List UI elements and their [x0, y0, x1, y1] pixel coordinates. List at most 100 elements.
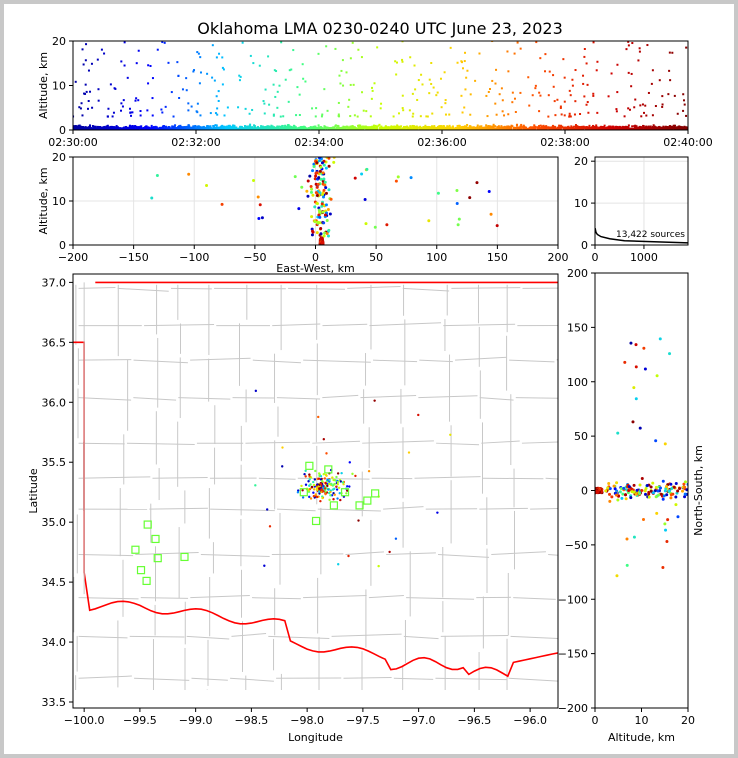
source-point — [381, 126, 384, 129]
source-point — [139, 127, 142, 130]
source-point — [87, 100, 90, 103]
source-point — [476, 126, 479, 129]
x-axis-label: Longitude — [288, 731, 343, 744]
source-point — [464, 128, 467, 130]
source-point — [513, 97, 516, 100]
source-point — [413, 64, 416, 67]
source-point — [99, 127, 102, 130]
source-point — [640, 115, 643, 118]
source-point — [534, 84, 537, 87]
source-point — [443, 127, 446, 130]
source-point — [308, 475, 311, 478]
source-point — [379, 128, 382, 130]
source-point — [314, 115, 317, 118]
source-point — [507, 126, 510, 129]
source-point — [537, 126, 540, 129]
source-point — [387, 128, 390, 130]
source-point — [312, 494, 316, 498]
source-point — [320, 128, 323, 130]
histogram-line — [595, 228, 688, 244]
map-sources — [254, 389, 452, 568]
source-point — [357, 124, 360, 127]
source-point — [633, 128, 636, 130]
source-point — [400, 125, 403, 128]
source-point — [337, 125, 340, 128]
source-point — [227, 124, 230, 127]
source-point — [507, 113, 510, 116]
source-point — [430, 82, 433, 85]
source-point — [89, 90, 92, 93]
county-edge — [303, 359, 371, 363]
source-point — [568, 89, 571, 92]
lma-station-marker — [131, 545, 140, 554]
county-edge — [322, 394, 359, 399]
source-point — [301, 489, 304, 492]
source-point — [326, 208, 330, 212]
source-point — [430, 62, 433, 65]
source-point — [257, 217, 261, 221]
source-point — [683, 125, 686, 128]
source-point — [281, 446, 284, 449]
source-point — [659, 126, 662, 129]
source-point — [594, 126, 597, 129]
source-point — [76, 128, 79, 130]
county-edge — [190, 357, 251, 361]
source-point — [271, 126, 274, 129]
source-point — [647, 125, 650, 128]
source-point — [177, 126, 180, 129]
source-point — [496, 128, 499, 130]
y-tick-label: 36.5 — [42, 336, 67, 349]
source-point — [158, 126, 161, 129]
source-point — [120, 128, 123, 130]
source-point — [197, 52, 200, 55]
source-point — [486, 115, 489, 118]
source-point — [559, 105, 562, 108]
source-point — [316, 483, 319, 486]
source-point — [224, 127, 227, 130]
source-point — [327, 491, 331, 495]
source-point — [350, 128, 353, 130]
source-point — [417, 413, 420, 417]
county-edge — [530, 508, 558, 510]
source-point — [352, 125, 355, 128]
source-point — [629, 496, 633, 500]
source-point — [481, 126, 484, 129]
source-point — [267, 127, 270, 130]
source-point — [522, 128, 525, 130]
source-point — [574, 127, 577, 130]
source-point — [518, 127, 521, 130]
source-point — [573, 113, 576, 116]
source-point — [85, 90, 88, 93]
source-point — [683, 495, 687, 499]
source-point — [497, 125, 500, 128]
source-point — [315, 486, 319, 490]
x-tick-label: 0 — [592, 251, 599, 264]
source-point — [89, 128, 92, 130]
source-point — [425, 127, 428, 130]
source-point — [362, 126, 365, 129]
source-point — [262, 100, 265, 103]
source-point — [211, 127, 214, 130]
source-point — [551, 126, 554, 129]
source-point — [337, 101, 340, 104]
x-tick-label: −50 — [243, 251, 266, 264]
source-point — [304, 483, 308, 486]
source-point — [634, 124, 637, 127]
source-point — [592, 41, 595, 44]
source-point — [316, 182, 320, 186]
source-point — [237, 106, 240, 109]
source-point — [424, 124, 427, 127]
county-edge — [491, 551, 546, 555]
source-point — [618, 127, 621, 130]
source-point — [667, 128, 670, 130]
source-point — [283, 127, 286, 130]
source-point — [490, 126, 493, 129]
source-point — [458, 124, 461, 127]
source-point — [373, 82, 376, 85]
source-point — [460, 60, 463, 63]
source-point — [455, 201, 459, 205]
source-point — [150, 124, 153, 127]
y-axis-label: Altitude, km — [37, 52, 50, 119]
source-point — [263, 564, 266, 567]
source-point — [392, 115, 395, 118]
